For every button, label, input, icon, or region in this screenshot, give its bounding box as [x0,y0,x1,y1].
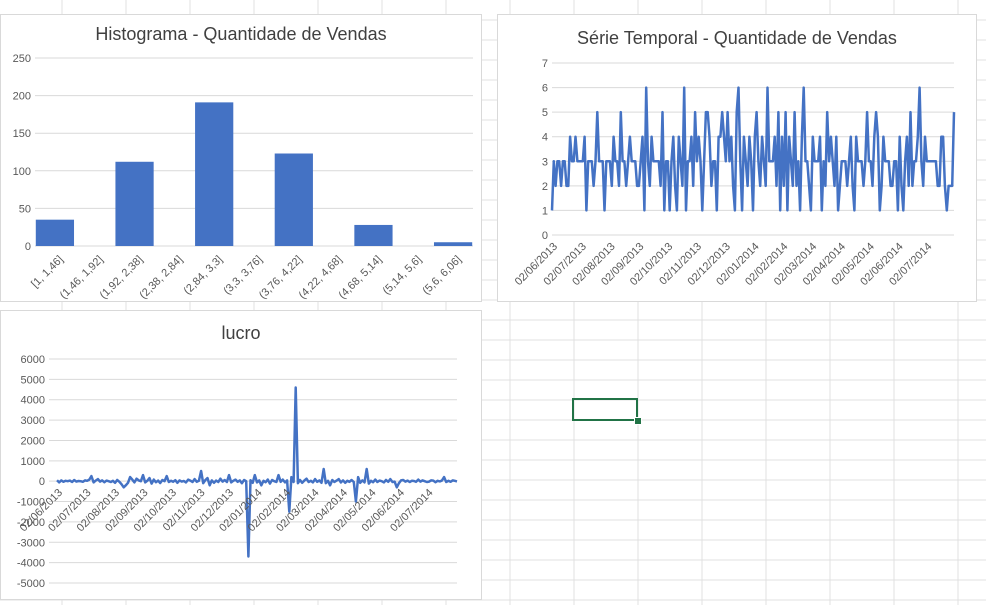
histogram-x-tick-label: (4,68, 5,14] [336,254,384,302]
lucro-y-tick-label: 1000 [21,456,45,468]
timeseries-y-tick-label: 0 [542,230,548,242]
lucro-y-tick-label: 6000 [21,354,45,366]
timeseries-y-tick-label: 6 [542,83,548,95]
histogram-bar[interactable] [354,224,393,246]
lucro-y-tick-label: 3000 [21,415,45,427]
histogram-y-tick-label: 50 [19,203,31,215]
lucro-y-tick-label: -1000 [17,497,45,509]
lucro-y-tick-label: 4000 [21,395,45,407]
timeseries-y-tick-label: 5 [542,107,548,119]
histogram-bar[interactable] [433,242,473,246]
lucro-y-tick-label: 0 [39,476,45,488]
histogram-y-tick-label: 150 [13,128,31,140]
lucro-chart[interactable]: lucro -5000 -4000 -3000 -2000 -1000 0 1000 2000… [0,310,482,600]
histogram-x-tick-label: (5,14, 5,6] [381,254,425,298]
timeseries-y-tick-label: 1 [542,205,548,217]
histogram-y-tick-label: 0 [25,241,31,253]
lucro-y-tick-label: -4000 [17,558,45,570]
histogram-y-tick-label: 250 [13,53,31,65]
histogram-y-tick-label: 200 [13,91,31,103]
histogram-x-tick-label: (2,84, 3,3] [182,254,226,298]
timeseries-series-line[interactable] [550,86,956,212]
timeseries-y-tick-label: 7 [542,58,548,70]
timeseries-title: Série Temporal - Quantidade de Vendas [577,28,897,48]
fill-handle[interactable] [634,417,642,425]
lucro-y-tick-label: 2000 [21,435,45,447]
histogram-bar[interactable] [35,219,75,246]
histogram-x-tick-label: (5,6, 6,06] [420,254,464,298]
timeseries-chart[interactable]: Série Temporal - Quantidade de Vendas 0 1… [497,14,977,302]
lucro-y-tick-label: 5000 [21,374,45,386]
histogram-x-tick-label: [1, 1,46] [29,254,66,291]
histogram-bar[interactable] [195,102,234,246]
lucro-title: lucro [221,323,261,343]
timeseries-y-tick-label: 4 [542,132,548,144]
lucro-y-tick-label: -3000 [17,537,45,549]
histogram-y-tick-label: 100 [13,166,31,178]
histogram-x-tick-label: (2,38, 2,84] [137,254,185,302]
lucro-y-tick-label: -5000 [17,578,45,590]
timeseries-y-tick-label: 3 [542,156,548,168]
histogram-bar[interactable] [274,153,313,246]
lucro-series-line[interactable] [56,386,458,558]
lucro-plot: -5000 -4000 -3000 -2000 -1000 0 1000 2000 3000 40… [17,354,458,590]
histogram-bar[interactable] [115,161,154,246]
selected-cell[interactable] [572,398,638,421]
histogram-chart[interactable]: Histograma - Quantidade de Vendas 0 50 100… [0,14,482,302]
lucro-y-tick-label: -2000 [17,517,45,529]
histogram-title: Histograma - Quantidade de Vendas [95,24,387,44]
timeseries-plot: 0123456702/06/201302/07/201302/08/201302… [513,58,956,288]
timeseries-y-tick-label: 2 [542,181,548,193]
